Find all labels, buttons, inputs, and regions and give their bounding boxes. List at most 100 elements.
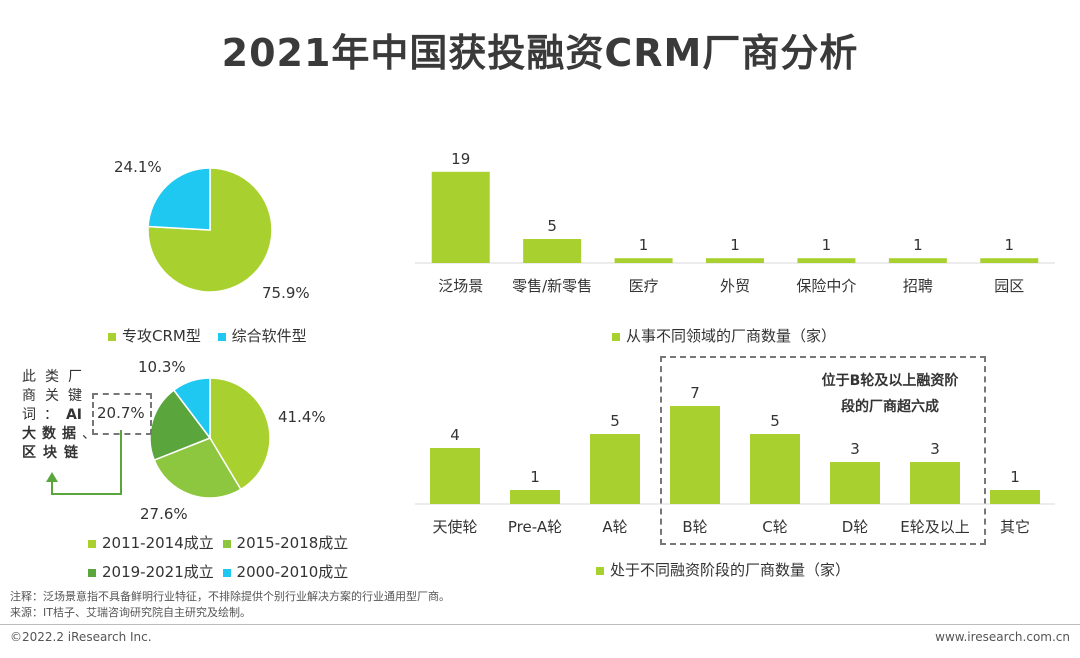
legend-swatch [108,332,116,341]
bar-value-label: 1 [913,236,923,254]
bar [990,490,1040,504]
pie-slice [149,389,212,462]
bar [670,406,720,504]
bar-value-label: 19 [451,150,470,168]
keyword-char: AI [65,407,82,423]
keyword-char: 词 [22,407,36,423]
category-label: C轮 [762,518,787,536]
legend-label: 处于不同融资阶段的厂商数量（家） [610,561,851,579]
keyword-char: 区 [22,445,36,461]
legend-label: 2011-2014成立 [102,534,214,552]
category-label: D轮 [842,518,869,536]
legend-label: 综合软件型 [231,327,307,345]
legend-swatch [596,566,604,575]
category-label: 泛场景 [438,277,483,295]
keyword-note: 此类厂 商关键 词 ： AI 大数据、 区块链 [22,368,96,463]
category-label: 医疗 [629,277,659,295]
category-label: 其它 [1000,518,1030,536]
bar [750,434,800,504]
bar1-legend: 从事不同领域的厂商数量（家） [612,325,836,346]
category-label: E轮及以上 [900,518,969,536]
keyword-char: 商 [22,388,36,404]
bar-value-label: 1 [1010,468,1020,486]
keyword-char: 此 [22,369,36,385]
keyword-char: 关 [45,388,59,404]
legend-swatch [88,568,96,577]
pie2-legend-row2: 2019-2021成立 2000-2010成立 [88,561,348,582]
legend-swatch [222,539,231,548]
keyword-char: 厂 [68,369,82,385]
callout-line: 位于B轮及以上融资阶 [821,373,959,389]
category-label: A轮 [602,518,627,536]
category-label: 保险中介 [796,277,856,295]
pie2-label-cyan: 10.3% [138,358,186,376]
callout-text: 位于B轮及以上融资阶 段的厂商超六成 [800,368,980,420]
bar [980,258,1039,263]
keyword-char: 据 [62,426,76,442]
category-label: 招聘 [903,277,933,295]
callout-line: 段的厂商超六成 [841,399,939,415]
legend-label: 专攻CRM型 [122,327,201,345]
bar-value-label: 1 [730,236,740,254]
bar-value-label: 3 [930,440,940,458]
bar [510,490,560,504]
legend-item: 2011-2014成立 [88,534,214,552]
category-label: Pre-A轮 [508,518,562,536]
bar [910,462,960,504]
category-label: 园区 [994,277,1024,295]
bar-value-label: 5 [770,412,780,430]
pie1-label-cyan: 24.1% [114,158,162,176]
category-label: 零售/新零售 [512,277,592,295]
pie1-label-green: 75.9% [262,284,310,302]
bar [706,258,764,263]
bar [431,171,490,263]
pie2-label-2011: 41.4% [278,408,326,426]
pie-chart-crm-type [147,167,273,293]
bar [430,448,480,504]
bar-value-label: 1 [822,236,832,254]
pie2-label-2015: 27.6% [140,505,188,523]
bar [797,258,856,263]
bar-value-label: 5 [547,217,557,235]
pie-slice [147,167,211,231]
pie2-label-2019: 20.7% [97,404,145,422]
legend-item: 2019-2021成立 [88,563,214,581]
bar-value-label: 1 [1005,236,1015,254]
bar [523,239,582,263]
page-title: 2021年中国获投融资CRM厂商分析 [221,31,859,75]
bar-value-label: 1 [530,468,540,486]
keyword-char: 大 [22,426,36,442]
footer-website: www.iresearch.com.cn [935,630,1070,644]
legend-swatch [612,332,620,341]
legend-swatch [222,568,231,577]
footer-copyright: ©2022.2 iResearch Inc. [10,630,152,644]
bar [590,434,640,504]
highlight-box-b-round-plus [660,356,986,545]
keyword-char: 、 [82,426,96,442]
keyword-connector-arrow [46,430,122,495]
pie1-legend: 专攻CRM型 综合软件型 [108,325,307,346]
bar-chart-funding-stage: 4 天使轮 1 Pre-A轮 5 A轮 7 B轮 5 C轮 3 D轮 3 E轮及以上 1 其它 [415,384,1055,536]
bar [614,258,673,263]
legend-item: 2015-2018成立 [222,534,348,552]
legend-swatch [88,539,96,548]
pie-slice [153,437,242,499]
bar-value-label: 5 [610,412,620,430]
pie-chart-founding-year [149,377,271,499]
keyword-char: 类 [45,369,59,385]
bar-value-label: 7 [690,384,700,402]
bar-value-label: 4 [450,426,460,444]
category-label: 天使轮 [432,518,477,536]
bar-value-label: 1 [639,236,649,254]
keyword-char: 块 [43,445,57,461]
source-line: 来源：IT桔子、艾瑞咨询研究院自主研究及绘制。 [10,606,251,619]
legend-item: 2000-2010成立 [222,563,348,581]
pie2-legend-row1: 2011-2014成立 2015-2018成立 [88,532,348,553]
note-line: 注释：泛场景意指不具备鲜明行业特征，不排除提供个别行业解决方案的行业通用型厂商。 [10,590,450,603]
legend-label: 2019-2021成立 [102,563,214,581]
legend-swatch [217,332,226,341]
bar-chart-domains: 19 泛场景 5 零售/新零售 1 医疗 1 外贸 1 保险中介 1 招聘 1 园区 [415,150,1055,295]
category-label: B轮 [682,518,707,536]
keyword-char: 键 [68,388,82,404]
legend-item: 综合软件型 [217,327,307,345]
